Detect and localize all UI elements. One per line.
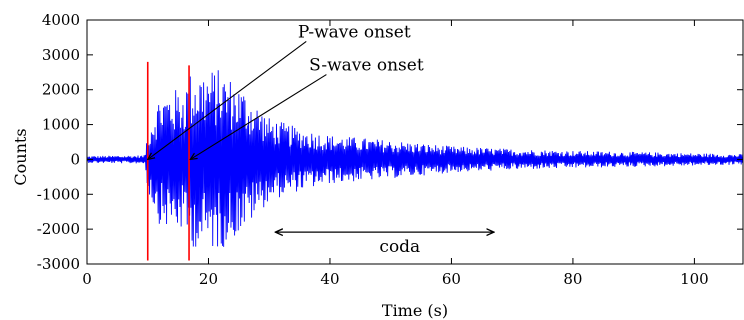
s-wave-onset-arrow (190, 74, 327, 160)
y-tick-label: -2000 (37, 220, 80, 238)
axes-frame (86, 19, 744, 265)
y-axis-label: Counts (11, 128, 30, 185)
y-tick-label: 4000 (42, 11, 80, 29)
x-tick-label: 40 (320, 270, 339, 288)
x-tick-label: 60 (442, 270, 461, 288)
plot-area (86, 70, 744, 247)
onset-markers (146, 61, 190, 261)
p-wave-onset-arrow (148, 40, 307, 159)
y-tick-label: 2000 (42, 81, 80, 99)
y-tick-label: -1000 (37, 185, 80, 203)
coda-label: coda (379, 237, 420, 257)
axes: 0 20 40 60 80 100 4000 3000 2000 1000 0 -1000 -2000 -… (37, 11, 744, 288)
p-wave-onset-label: P-wave onset (298, 22, 411, 42)
y-tick-label: -3000 (37, 255, 80, 273)
y-tick-label: 1000 (42, 116, 80, 134)
x-tick-label: 100 (680, 270, 709, 288)
waveform-series-line (86, 70, 744, 247)
s-wave-onset-label: S-wave onset (309, 56, 424, 76)
x-tick-label: 80 (563, 270, 582, 288)
annotations: P-wave onset S-wave onset coda (148, 22, 494, 257)
x-tick-label: 0 (82, 270, 92, 288)
y-tick-label: 3000 (42, 46, 80, 64)
x-tick-label: 20 (199, 270, 218, 288)
y-tick-label: 0 (70, 150, 80, 168)
x-axis-label: Time (s) (382, 301, 448, 320)
